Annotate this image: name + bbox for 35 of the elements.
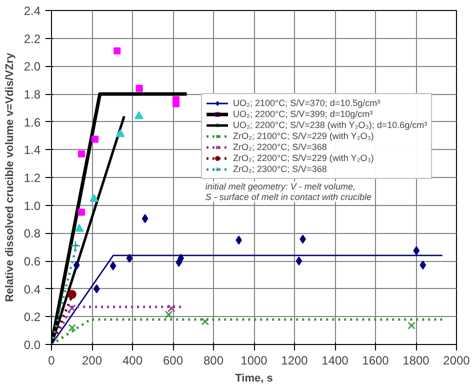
legend-label: UO₂; 2100°C; S/V=370; d=10.5g/cm³ — [233, 98, 380, 108]
y-tick-label: 1.0 — [24, 198, 41, 213]
annotation: initial melt geometry: V - melt volume, — [205, 181, 356, 192]
legend-label: ZrO₂; 2100°C; S/V=229 (with Y₂O₃) — [233, 131, 374, 141]
x-tick-label: 1400 — [322, 354, 349, 368]
x-tick-label: 1000 — [240, 354, 268, 368]
annotation: S - surface of melt in contact with crucible — [205, 192, 372, 202]
x-axis-title: Time, s — [235, 372, 273, 384]
y-tick-label: 0.2 — [24, 310, 41, 324]
x-tick-label: 1800 — [402, 354, 430, 368]
legend-label: ZrO₂; 2300°C; S/V=368 — [233, 164, 327, 174]
x-tick-label: 400 — [122, 354, 143, 368]
y-tick-label: 0.8 — [24, 226, 41, 241]
y-tick-label: 1.8 — [24, 88, 41, 102]
y-tick-label: 1.6 — [24, 115, 41, 130]
legend-label: ZrO₂; 2200°C; S/V=229 (with Y₂O₃) — [233, 153, 374, 163]
x-tick-label: 1200 — [281, 354, 308, 368]
x-tick-label: 2000 — [443, 354, 470, 368]
x-tick-label: 200 — [82, 354, 102, 368]
y-axis-title: Relative dissolved crucible volume v=Vdis/VZry — [4, 52, 16, 302]
legend-label: UO₂; 2200°C; S/V=238 (with Y₂O₃); d=10.6g/cm³ — [233, 120, 428, 130]
y-tick-label: 0.4 — [24, 282, 41, 296]
x-tick-label: 0 — [48, 354, 56, 368]
legend-label: ZrO₂; 2200°C; S/V=368 — [233, 142, 327, 152]
y-tick-label: 2.0 — [24, 60, 41, 74]
x-tick-label: 600 — [162, 354, 184, 368]
legend-label: UO₂; 2200°C; S/V=399; d=10g/cm³ — [233, 109, 373, 119]
y-tick-label: 1.2 — [24, 171, 41, 185]
y-tick-label: 0.6 — [24, 254, 41, 268]
y-tick-label: 2.2 — [24, 32, 41, 46]
x-tick-label: 1600 — [362, 354, 390, 368]
y-tick-label: 0.0 — [24, 338, 41, 352]
y-tick-label: 1.4 — [24, 143, 41, 158]
x-tick-label: 800 — [203, 354, 224, 368]
y-tick-label: 2.4 — [24, 4, 41, 18]
